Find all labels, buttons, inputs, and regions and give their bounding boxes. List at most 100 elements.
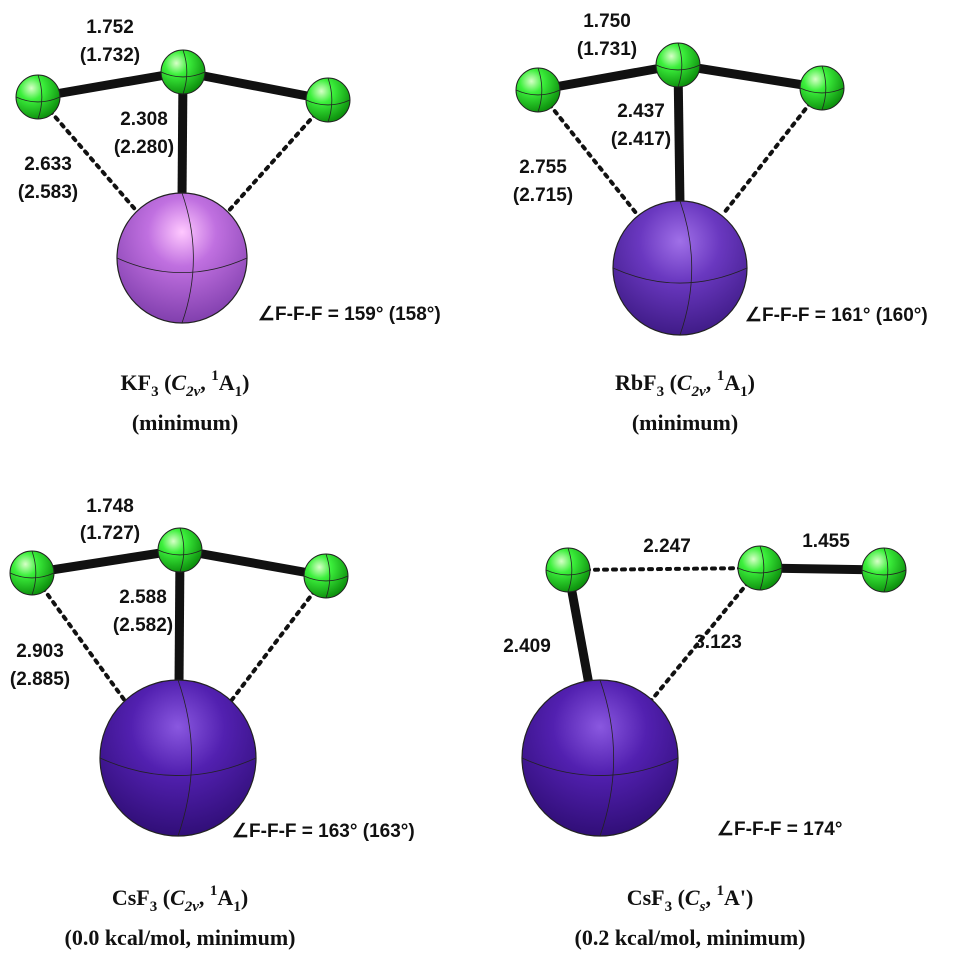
caption-part: RbF <box>615 370 657 395</box>
distance-label: 2.247 <box>643 536 691 557</box>
caption-part: , <box>705 885 716 910</box>
angle-label: ∠F-F-F = 159° (158°) <box>258 304 441 325</box>
fluorine-atom-body <box>546 548 590 592</box>
caption-part: 3 <box>657 384 665 400</box>
fluorine-atom-body <box>10 551 54 595</box>
caption-part: ) <box>748 370 755 395</box>
distance-label: 1.455 <box>802 531 850 552</box>
metal-atom-body <box>117 193 247 323</box>
caption-part: ( <box>157 885 170 910</box>
fluorine-atom <box>546 548 590 592</box>
caption-line: CsF3 (C2v, 1A1) <box>112 883 248 915</box>
fluorine-atom-body <box>304 554 348 598</box>
distance-label: (2.280) <box>114 137 174 158</box>
distance-label: 3.123 <box>694 632 742 653</box>
fluorine-atom <box>656 43 700 87</box>
caption-part: (minimum) <box>632 410 738 435</box>
metal-atom <box>522 680 678 836</box>
caption-part: 1 <box>717 368 725 384</box>
fluorine-atom-body <box>738 546 782 590</box>
caption-part: CsF <box>112 885 150 910</box>
metal-atom-body <box>100 680 256 836</box>
caption-part: A <box>217 885 233 910</box>
caption-part: ) <box>242 370 249 395</box>
angle-label: ∠F-F-F = 161° (160°) <box>745 305 928 326</box>
contact-line <box>568 568 760 570</box>
metal-atom-body <box>613 201 747 335</box>
distance-label: 2.755 <box>519 157 567 178</box>
caption-part: , <box>199 885 210 910</box>
caption-part: , <box>706 370 717 395</box>
fluorine-atom <box>862 548 906 592</box>
fluorine-atom <box>158 528 202 572</box>
caption-part: 3 <box>150 899 158 915</box>
distance-label: 2.903 <box>16 641 64 662</box>
caption-part: ) <box>241 885 248 910</box>
caption-part: C <box>677 370 692 395</box>
caption-part: 3 <box>665 899 673 915</box>
fluorine-atom <box>516 68 560 112</box>
fluorine-atom <box>10 551 54 595</box>
caption-part: C <box>685 885 700 910</box>
distance-label: 1.750 <box>583 11 631 32</box>
distance-label: (2.582) <box>113 615 173 636</box>
caption-line: (minimum) <box>632 410 738 435</box>
caption-line: (minimum) <box>132 410 238 435</box>
distance-label: (1.731) <box>577 39 637 60</box>
distance-label: (1.732) <box>80 45 140 66</box>
caption-part: 3 <box>151 384 159 400</box>
caption-part: ( <box>672 885 685 910</box>
caption-part: 1 <box>210 883 218 899</box>
distance-label: 2.437 <box>617 101 665 122</box>
distance-label: (2.583) <box>18 182 78 203</box>
caption-part: 1 <box>211 368 219 384</box>
caption-part: 2v <box>691 384 707 400</box>
fluorine-atom-body <box>516 68 560 112</box>
caption-part: C <box>171 370 186 395</box>
caption-part: (0.0 kcal/mol, minimum) <box>65 925 296 950</box>
caption-line: (0.0 kcal/mol, minimum) <box>65 925 296 950</box>
distance-label: 2.308 <box>120 109 168 130</box>
caption-line: CsF3 (Cs, 1A') <box>627 883 754 915</box>
angle-label: ∠F-F-F = 163° (163°) <box>232 821 415 842</box>
metal-atom <box>117 193 247 323</box>
distance-label: 1.748 <box>86 496 134 517</box>
metal-atom <box>100 680 256 836</box>
caption-part: A <box>219 370 235 395</box>
distance-label: 2.633 <box>24 154 72 175</box>
fluorine-atom-body <box>656 43 700 87</box>
caption-part: C <box>170 885 185 910</box>
fluorine-atom-body <box>862 548 906 592</box>
caption-part: (0.2 kcal/mol, minimum) <box>575 925 806 950</box>
distance-label: 2.588 <box>119 587 167 608</box>
fluorine-atom-body <box>161 50 205 94</box>
caption-part: (minimum) <box>132 410 238 435</box>
contact-line <box>724 88 822 213</box>
distance-label: (2.715) <box>513 185 573 206</box>
fluorine-atom-body <box>158 528 202 572</box>
caption-part: 2v <box>185 384 201 400</box>
caption-part: A' <box>724 885 746 910</box>
distance-label: 1.752 <box>86 17 134 38</box>
distance-label: (2.885) <box>10 669 70 690</box>
caption-part: 1 <box>233 899 241 915</box>
contact-line <box>228 576 326 705</box>
distance-label: (2.417) <box>611 129 671 150</box>
caption-line: KF3 (C2v, 1A1) <box>121 368 250 400</box>
distance-label: (1.727) <box>80 523 140 544</box>
figure: 1.752 (1.732) 2.308 (2.280) 2.633 (2.583) ∠F-F… <box>0 0 966 956</box>
caption-part: ( <box>159 370 172 395</box>
metal-atom-body <box>522 680 678 836</box>
metal-atom <box>613 201 747 335</box>
fluorine-atom <box>161 50 205 94</box>
fluorine-atom <box>306 78 350 122</box>
caption-part: 1 <box>716 883 724 899</box>
caption-part: 1 <box>740 384 748 400</box>
fluorine-atom <box>304 554 348 598</box>
fluorine-atom <box>738 546 782 590</box>
fluorine-atom <box>16 75 60 119</box>
fluorine-atom <box>800 66 844 110</box>
caption-line: (0.2 kcal/mol, minimum) <box>575 925 806 950</box>
fluorine-atom-body <box>800 66 844 110</box>
fluorine-atom-body <box>16 75 60 119</box>
